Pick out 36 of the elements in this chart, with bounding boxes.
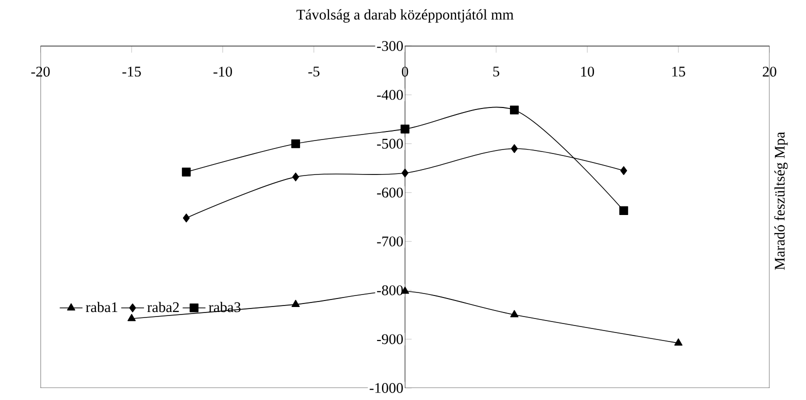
x-tick-label: 0 — [402, 66, 408, 77]
legend-label: raba3 — [208, 302, 241, 312]
x-tick-label: 20 — [762, 66, 776, 77]
point — [674, 338, 682, 346]
legend-label: raba2 — [147, 302, 179, 312]
point — [510, 106, 519, 114]
point — [400, 124, 410, 134]
point — [510, 310, 518, 318]
legend-label: raba1 — [86, 302, 118, 312]
point — [620, 166, 628, 175]
point — [292, 172, 300, 182]
y-tick-label: -800 — [377, 285, 403, 296]
y-tick-label: -500 — [377, 138, 403, 149]
y-tick-label: -700 — [377, 236, 403, 246]
point — [291, 139, 300, 148]
x-tick-label: -5 — [308, 66, 320, 76]
x-tick-label: 5 — [493, 66, 500, 76]
y-tick-label: -900 — [377, 334, 403, 344]
x-tick-label: 15 — [672, 66, 686, 77]
point — [402, 168, 408, 178]
x-tick-label: -10 — [214, 66, 232, 77]
y-tick-label: -1000 — [370, 383, 403, 393]
point — [292, 300, 300, 307]
point — [182, 168, 191, 176]
point — [128, 314, 136, 322]
y-tick-label: -300 — [377, 41, 403, 51]
x-tick-label: -20 — [31, 66, 50, 77]
point — [182, 214, 190, 222]
y-axis-title: Maradó feszültség Mpa — [774, 132, 788, 270]
x-tick-label: 10 — [581, 66, 594, 77]
x-tick-label: -15 — [122, 66, 141, 77]
point — [619, 206, 628, 216]
y-tick-label: -600 — [377, 188, 403, 198]
x-axis-title: Távolság a darab középpontjától mm — [296, 9, 514, 23]
point — [510, 144, 518, 153]
y-tick-label: -400 — [377, 90, 403, 100]
